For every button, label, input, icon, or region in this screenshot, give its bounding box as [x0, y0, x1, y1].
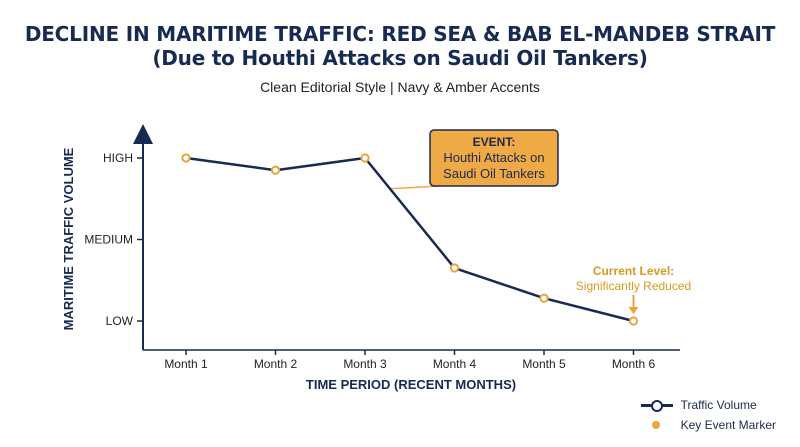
axes: LOW MEDIUM HIGH Month 1 Month 2 Month 3 Month … — [61, 124, 680, 392]
y-tick-label-medium: MEDIUM — [84, 233, 133, 247]
event-callout-box — [429, 129, 559, 187]
down-arrow-icon — [628, 307, 639, 314]
event-callout-line-2: Saudi Oil Tankers — [443, 166, 545, 181]
x-tick-label-2: Month 2 — [254, 357, 298, 371]
data-point-month-2 — [270, 165, 281, 175]
chart-title-line-2: (Due to Houthi Attacks on Saudi Oil Tank… — [152, 46, 648, 70]
data-point-month-3 — [360, 153, 370, 163]
current-level-subtext: Significantly Reduced — [576, 279, 691, 293]
current-level-heading: Current Level: — [593, 264, 674, 278]
x-axis-title: TIME PERIOD (RECENT MONTHS) — [306, 377, 516, 392]
x-tick-label-6: Month 6 — [612, 357, 656, 371]
legend-item-traffic-volume: Traffic Volume — [640, 395, 776, 415]
y-tick-label-low: LOW — [106, 314, 134, 328]
data-point-month-4 — [449, 263, 460, 273]
data-point-month-1 — [181, 153, 191, 163]
chart-title-line-1: DECLINE IN MARITIME TRAFFIC: RED SEA & B… — [24, 22, 776, 46]
event-callout-heading: EVENT: — [473, 135, 516, 149]
data-point-month-5 — [539, 293, 549, 303]
event-leader-line — [390, 185, 441, 190]
series-traffic-volume — [181, 153, 639, 326]
line-marker-icon — [640, 398, 673, 412]
data-point-month-6 — [628, 316, 639, 326]
chart-title: DECLINE IN MARITIME TRAFFIC: RED SEA & B… — [0, 22, 800, 70]
x-tick-label-3: Month 3 — [343, 357, 387, 371]
event-callout-line-1: Houthi Attacks on — [443, 150, 544, 165]
dot-marker-icon — [641, 418, 673, 432]
legend-item-key-event-marker: Key Event Marker — [641, 415, 776, 435]
legend: Traffic Volume Key Event Marker — [640, 395, 776, 435]
y-tick-label-high: HIGH — [103, 151, 133, 165]
series-line-traffic-volume — [185, 156, 634, 323]
x-tick-label-1: Month 1 — [164, 357, 208, 371]
x-tick-label-5: Month 5 — [522, 357, 566, 371]
x-tick-label-4: Month 4 — [433, 357, 477, 371]
legend-label-traffic-volume: Traffic Volume — [680, 398, 757, 412]
chart-subtitle: Clean Editorial Style | Navy & Amber Acc… — [260, 79, 540, 95]
legend-label-key-event-marker: Key Event Marker — [680, 418, 776, 432]
y-axis-title: MARITIME TRAFFIC VOLUME — [61, 147, 76, 330]
